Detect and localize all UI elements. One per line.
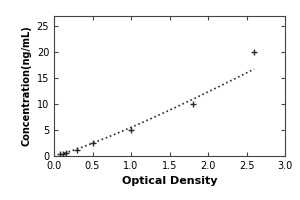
X-axis label: Optical Density: Optical Density	[122, 176, 217, 186]
Y-axis label: Concentration(ng/mL): Concentration(ng/mL)	[21, 26, 31, 146]
